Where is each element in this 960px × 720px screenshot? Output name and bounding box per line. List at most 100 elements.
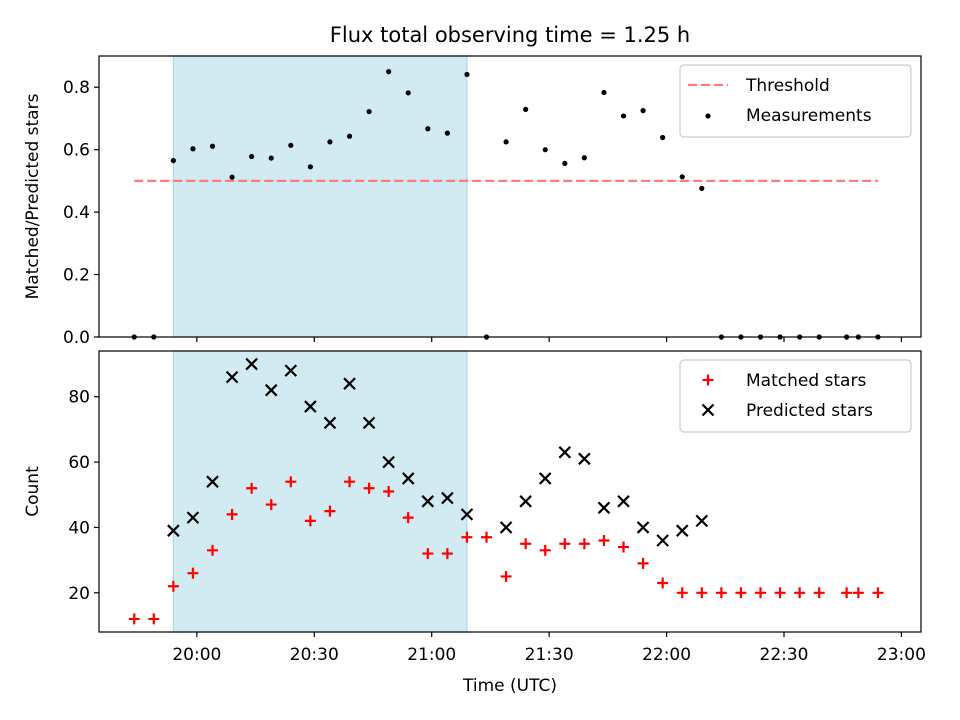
x-tick-label: 22:00 — [642, 645, 691, 665]
series-measurements — [131, 69, 881, 340]
matched-point — [618, 541, 630, 553]
matched-point — [304, 515, 316, 527]
measurement-point — [170, 157, 176, 164]
legend-matched-swatch — [702, 374, 714, 386]
predicted-point — [499, 521, 513, 534]
observing-window — [172, 55, 468, 338]
axes-frame — [98, 55, 922, 338]
measurement-point — [405, 90, 411, 96]
matched-point — [128, 613, 140, 625]
predicted-point — [401, 472, 415, 485]
predicted-point — [264, 383, 278, 397]
matched-point — [500, 570, 512, 582]
matched-point — [441, 548, 453, 560]
matched-point — [324, 505, 336, 517]
matched-point — [187, 567, 199, 579]
matched-point — [285, 476, 297, 488]
predicted-point — [186, 511, 200, 524]
matched-point — [637, 557, 649, 569]
x-tick-label: 21:00 — [407, 645, 456, 665]
chart-title: Flux total observing time = 1.25 h — [330, 23, 690, 47]
matched-point — [813, 587, 825, 599]
predicted-point — [636, 521, 650, 534]
matched-point — [755, 587, 767, 599]
x-tick-label: 22:30 — [760, 645, 809, 665]
measurement-point — [229, 174, 235, 180]
bottom-panel: 20 40 60 80 20:00 20:30 21:00 21:30 22:00 22:30 23… — [23, 350, 926, 696]
measurement-point — [307, 164, 313, 170]
measurement-point — [366, 108, 372, 115]
predicted-point — [382, 455, 395, 469]
matched-point — [167, 580, 179, 592]
predicted-point — [578, 452, 591, 466]
measurement-point — [190, 146, 196, 152]
matched-point — [226, 508, 238, 520]
measurement-point — [620, 113, 627, 119]
predicted-point — [343, 377, 356, 390]
predicted-point — [617, 495, 630, 508]
y-tick-label: 40 — [68, 518, 90, 538]
measurement-point — [209, 143, 216, 149]
predicted-point — [304, 400, 317, 413]
measurement-point — [523, 106, 529, 112]
predicted-point — [460, 508, 474, 521]
predicted-point — [538, 472, 552, 485]
matched-point — [481, 531, 493, 543]
measurement-point — [542, 147, 548, 153]
matched-point — [265, 499, 277, 511]
predicted-point — [675, 524, 689, 537]
measurement-point — [346, 133, 353, 139]
legend-label: Measurements — [746, 106, 872, 126]
y-axis-label: Count — [23, 466, 43, 517]
legend-label: Predicted stars — [746, 401, 873, 421]
matched-point — [402, 512, 414, 524]
predicted-point — [323, 416, 337, 430]
matched-point — [148, 613, 160, 625]
predicted-point — [167, 524, 180, 537]
measurement-point — [249, 153, 255, 160]
matched-point — [676, 587, 688, 599]
axes-frame — [98, 350, 922, 633]
matched-point — [461, 531, 473, 543]
predicted-point — [519, 495, 532, 508]
measurement-point — [327, 139, 333, 145]
predicted-point — [362, 416, 376, 430]
y-tick-label: 0.2 — [63, 266, 90, 286]
matched-point — [344, 476, 356, 488]
legend-label: Threshold — [745, 76, 830, 96]
matched-point — [696, 587, 708, 599]
series-matched-stars — [128, 476, 884, 625]
measurement-point — [503, 139, 509, 145]
y-tick-label: 0.4 — [63, 203, 90, 223]
legend: Matched stars Predicted stars — [679, 359, 912, 433]
matched-point — [598, 535, 610, 547]
y-axis-label: Matched/Predicted stars — [23, 93, 43, 299]
x-axis-label: Time (UTC) — [462, 676, 557, 696]
matched-point — [520, 538, 532, 550]
measurement-point — [640, 108, 646, 114]
legend-box — [679, 64, 912, 138]
x-tick-label: 20:00 — [172, 645, 221, 665]
matched-point — [246, 482, 258, 494]
x-tick-label: 20:30 — [290, 645, 339, 665]
matched-point — [794, 587, 806, 599]
legend: Threshold Measurements — [679, 64, 912, 138]
series-predicted-stars — [167, 357, 709, 547]
matched-point — [774, 587, 786, 599]
legend-measurement-swatch — [705, 113, 711, 119]
legend-predicted-swatch — [701, 403, 715, 417]
matched-point — [363, 482, 375, 494]
matched-point — [578, 538, 590, 550]
predicted-point — [206, 475, 219, 488]
measurement-point — [386, 69, 392, 75]
measurement-point — [464, 71, 470, 78]
matched-point — [422, 548, 434, 560]
y-tick-label: 80 — [68, 388, 90, 408]
x-tick-label: 21:30 — [525, 645, 574, 665]
legend-box — [679, 359, 912, 433]
matched-point — [735, 587, 747, 599]
measurement-point — [660, 134, 666, 141]
matched-point — [872, 587, 884, 599]
measurement-point — [679, 174, 685, 180]
